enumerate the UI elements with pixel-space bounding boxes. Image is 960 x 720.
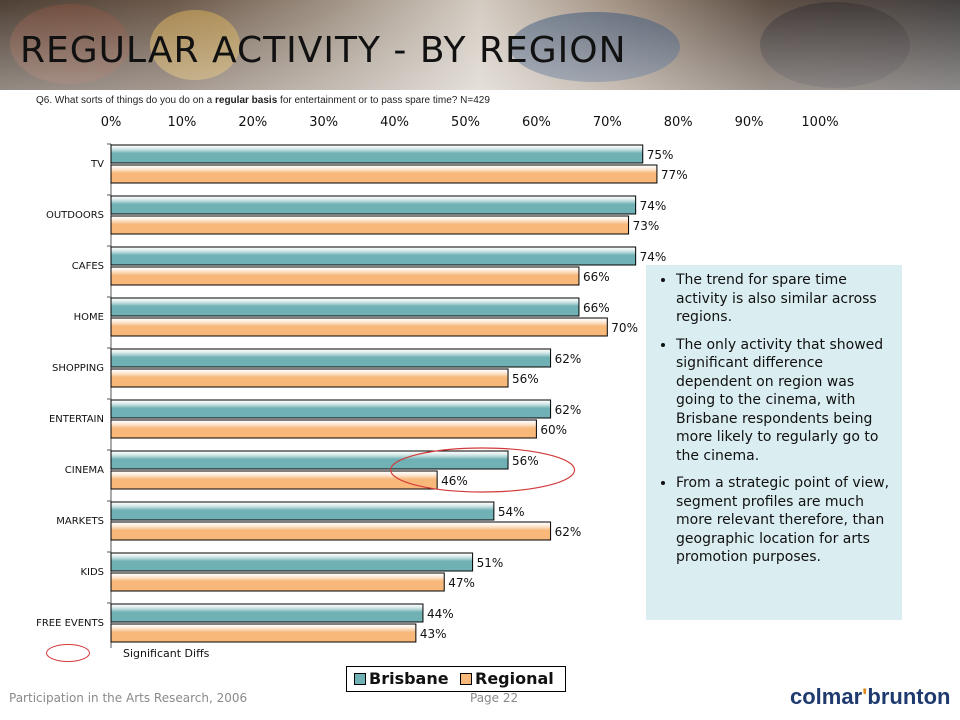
bar-regional — [110, 623, 417, 643]
bar-brisbane — [110, 450, 509, 470]
x-tick-label: 60% — [522, 115, 551, 130]
data-label: 54% — [498, 505, 525, 519]
category-label: HOME — [74, 312, 104, 323]
bar-regional — [110, 368, 509, 388]
data-label: 62% — [555, 352, 582, 366]
category-label: ENTERTAIN — [49, 414, 104, 425]
banner-photo-stage — [510, 12, 680, 82]
bar-regional — [110, 164, 658, 184]
logo-mark: ' — [862, 684, 868, 709]
bar-regional — [110, 521, 552, 541]
commentary-item: The only activity that showed significan… — [676, 336, 894, 466]
commentary-box: The trend for spare time activity is als… — [646, 265, 902, 620]
bar-regional — [110, 317, 608, 337]
bar-regional — [110, 266, 580, 286]
x-tick-label: 20% — [238, 115, 267, 130]
chart-legend: Brisbane Regional — [346, 666, 566, 692]
company-logo: colmar'brunton — [790, 684, 950, 710]
x-tick-label: 80% — [664, 115, 693, 130]
x-tick-label: 0% — [101, 115, 122, 130]
commentary-item: The trend for spare time activity is als… — [676, 271, 894, 327]
bar-brisbane — [110, 552, 474, 572]
data-label: 70% — [611, 321, 638, 335]
data-label: 60% — [540, 423, 567, 437]
data-label: 62% — [555, 403, 582, 417]
x-tick-label: 40% — [380, 115, 409, 130]
banner-photo-mid — [150, 10, 240, 80]
header-banner — [0, 0, 960, 90]
bar-regional — [110, 470, 438, 490]
data-label: 46% — [441, 474, 468, 488]
bar-brisbane — [110, 399, 552, 419]
survey-question: Q6. What sorts of things do you do on a … — [36, 95, 490, 106]
data-label: 74% — [640, 199, 667, 213]
category-label: FREE EVENTS — [36, 618, 104, 629]
logo-text-left: colmar — [790, 684, 863, 709]
footer-page-number: Page 22 — [470, 691, 519, 705]
bar-brisbane — [110, 348, 552, 368]
banner-photo-left — [10, 4, 130, 84]
data-label: 74% — [640, 250, 667, 264]
data-label: 77% — [661, 168, 688, 182]
category-label: CAFES — [72, 261, 104, 272]
data-label: 56% — [512, 454, 539, 468]
data-label: 43% — [420, 627, 447, 641]
category-label: OUTDOORS — [46, 210, 104, 221]
category-label: CINEMA — [65, 465, 104, 476]
banner-fade — [0, 0, 960, 90]
bar-brisbane — [110, 195, 637, 215]
data-label: 75% — [647, 148, 674, 162]
data-label: 62% — [555, 525, 582, 539]
x-tick-label: 70% — [593, 115, 622, 130]
question-suffix: for entertainment or to pass spare time?… — [277, 95, 490, 106]
data-label: 47% — [448, 576, 475, 590]
bar-brisbane — [110, 246, 637, 266]
bar-brisbane — [110, 144, 644, 164]
bar-chart: 0% 10% 20% 30% 40% 50% 60% 70% 80% 90% 100% TV 75% 77… — [36, 115, 839, 648]
bar-regional — [110, 419, 537, 439]
bar-regional — [110, 215, 630, 235]
x-tick-label: 30% — [309, 115, 338, 130]
category-label: TV — [90, 159, 104, 170]
x-tick-label: 10% — [167, 115, 196, 130]
data-label: 51% — [477, 556, 504, 570]
significant-diff-label: Significant Diffs — [123, 647, 210, 660]
bar-brisbane — [110, 501, 495, 521]
commentary-list: The trend for spare time activity is als… — [646, 265, 902, 567]
legend-label-brisbane: Brisbane — [369, 669, 449, 688]
page-title: REGULAR ACTIVITY - BY REGION — [20, 30, 627, 71]
x-tick-label: 100% — [801, 115, 838, 130]
category-label: SHOPPING — [52, 363, 104, 374]
question-prefix: Q6. What sorts of things do you do on a — [36, 95, 215, 106]
category-label: MARKETS — [56, 516, 104, 527]
data-label: 66% — [583, 301, 610, 315]
significant-diff-highlight — [389, 447, 576, 493]
commentary-item: From a strategic point of view, segment … — [676, 474, 894, 567]
bar-regional — [110, 572, 445, 592]
bar-brisbane — [110, 297, 580, 317]
x-tick-label: 90% — [735, 115, 764, 130]
question-bold: regular basis — [215, 95, 278, 106]
legend-swatch-regional — [460, 673, 472, 685]
significant-diff-key-ellipse — [46, 644, 90, 662]
logo-text-right: brunton — [867, 684, 951, 709]
data-label: 56% — [512, 372, 539, 386]
footer-source: Participation in the Arts Research, 2006 — [9, 691, 248, 705]
x-tick-label: 50% — [451, 115, 480, 130]
data-label: 44% — [427, 607, 454, 621]
data-label: 73% — [633, 219, 660, 233]
bar-brisbane — [110, 603, 424, 623]
category-label: KIDS — [80, 567, 104, 578]
data-label: 66% — [583, 270, 610, 284]
banner-photo-right — [760, 2, 910, 88]
legend-label-regional: Regional — [475, 669, 554, 688]
legend-swatch-brisbane — [354, 673, 366, 685]
